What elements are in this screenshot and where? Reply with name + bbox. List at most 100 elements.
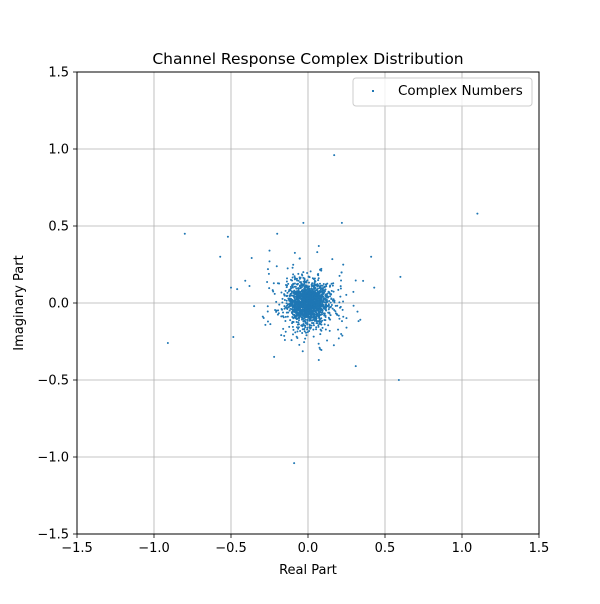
data-point: [305, 288, 308, 291]
data-point: [322, 295, 325, 298]
data-point: [319, 348, 322, 351]
data-point: [319, 333, 322, 336]
data-point: [283, 294, 286, 297]
data-point: [300, 284, 303, 287]
data-point: [305, 331, 308, 334]
data-point: [316, 251, 319, 254]
data-point: [288, 305, 291, 308]
data-point: [325, 309, 328, 312]
data-point: [280, 308, 283, 311]
data-point: [296, 313, 299, 316]
data-point: [292, 328, 295, 331]
data-point: [318, 315, 321, 318]
data-point: [326, 296, 329, 299]
data-point: [290, 304, 293, 307]
data-point: [297, 272, 300, 275]
x-tick-label: 0.5: [375, 541, 396, 556]
data-point: [357, 320, 360, 323]
data-point: [301, 308, 304, 311]
data-point: [340, 320, 343, 323]
data-point: [304, 318, 307, 321]
data-point: [339, 306, 342, 309]
data-point: [280, 315, 283, 318]
data-point: [337, 328, 340, 331]
data-point: [312, 286, 315, 289]
data-point: [327, 324, 330, 327]
data-point: [338, 274, 341, 277]
data-point: [330, 282, 333, 285]
data-point: [288, 302, 291, 305]
data-point: [303, 301, 306, 304]
data-point: [341, 334, 344, 337]
data-point: [324, 328, 327, 331]
data-point: [339, 285, 342, 288]
data-point: [323, 290, 326, 293]
data-point: [308, 323, 311, 326]
data-point: [301, 350, 304, 353]
data-point: [306, 294, 309, 297]
data-point: [295, 315, 298, 318]
y-tick-label: −0.5: [37, 374, 69, 389]
data-point: [306, 312, 309, 315]
x-tick-label: −1.0: [138, 541, 170, 556]
data-point: [307, 289, 310, 292]
data-point: [305, 334, 308, 337]
data-point: [300, 286, 303, 289]
data-point: [291, 276, 294, 279]
x-tick-label: −0.5: [215, 541, 247, 556]
data-point: [296, 303, 299, 306]
data-point: [307, 285, 310, 288]
data-point: [333, 309, 336, 311]
data-point: [297, 321, 300, 324]
data-point: [301, 274, 304, 277]
data-point: [332, 344, 335, 347]
data-point: [293, 462, 296, 465]
data-point: [291, 266, 294, 269]
data-point: [314, 287, 317, 290]
data-point: [273, 292, 276, 295]
data-point: [292, 295, 295, 298]
data-point: [236, 288, 239, 291]
data-point: [295, 277, 298, 280]
x-axis-label: Real Part: [279, 563, 337, 578]
data-point: [166, 342, 169, 345]
data-point: [290, 308, 293, 311]
axis-ticks: −1.5 −1.0 −0.5 0.0 0.5 1.0 1.5 −1.5 −1.0 −0.5 0.0 0…: [37, 66, 549, 557]
data-point: [311, 297, 314, 300]
data-point: [315, 315, 318, 318]
data-point: [324, 303, 327, 306]
data-point: [315, 297, 318, 300]
data-point: [321, 288, 324, 291]
data-point: [324, 315, 327, 318]
data-point: [325, 304, 328, 307]
data-point: [299, 329, 302, 332]
data-point: [295, 283, 298, 286]
data-point: [293, 285, 296, 288]
data-point: [301, 302, 304, 305]
data-point: [294, 317, 297, 319]
data-point: [284, 330, 287, 333]
data-point: [266, 268, 269, 271]
data-point: [319, 291, 322, 294]
data-point: [300, 311, 303, 314]
data-point: [308, 305, 311, 308]
data-point: [311, 290, 314, 293]
data-point: [294, 331, 297, 334]
data-point: [321, 309, 324, 312]
y-axis-label: Imaginary Part: [12, 255, 27, 350]
data-point: [323, 285, 326, 288]
data-point: [334, 312, 337, 315]
y-tick-label: −1.0: [37, 451, 69, 466]
data-point: [334, 304, 337, 307]
data-point: [354, 365, 357, 368]
data-point: [336, 304, 339, 307]
data-point: [281, 297, 284, 300]
data-point: [302, 294, 305, 297]
data-point: [285, 302, 288, 305]
data-point: [268, 249, 271, 252]
data-point: [324, 297, 327, 300]
data-point: [319, 304, 322, 307]
data-point: [317, 277, 320, 280]
data-point: [325, 306, 328, 309]
data-point: [318, 296, 321, 299]
